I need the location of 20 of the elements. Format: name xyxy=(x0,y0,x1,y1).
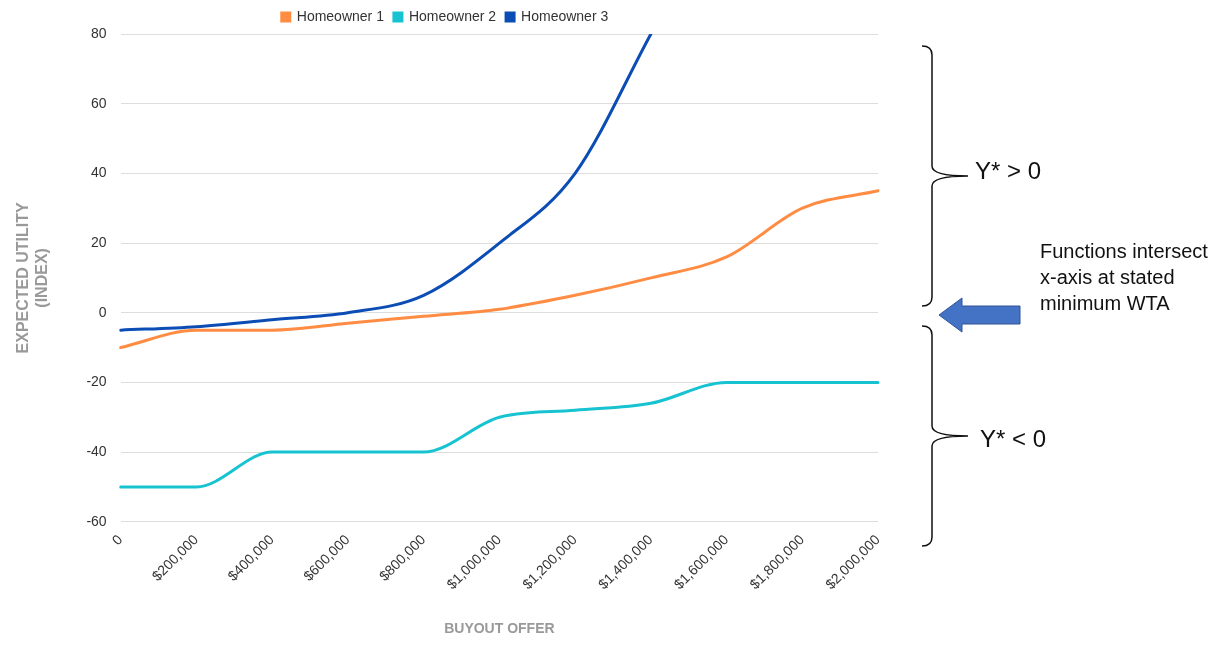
y-tick-label: 40 xyxy=(91,164,107,181)
legend-label: Homeowner 3 xyxy=(521,7,609,24)
text: Functions intersect x-axis at stated minimum WTA xyxy=(1040,239,1209,316)
y-axis-title: EXPECTED UTILITY (INDEX) xyxy=(14,202,51,354)
y-tick-label: -40 xyxy=(86,442,107,459)
x-axis-title: BUYOUT OFFER xyxy=(444,620,555,637)
y-tick-label: 0 xyxy=(98,303,107,320)
line-series xyxy=(119,189,880,350)
text: Y* < 0 xyxy=(980,424,1047,454)
line-series xyxy=(119,380,880,489)
legend-label: Homeowner 1 xyxy=(296,7,385,24)
legend-label: Homeowner 2 xyxy=(408,7,497,24)
line-series xyxy=(119,34,653,332)
x-tick-label: 0 xyxy=(108,531,126,549)
text: Y* > 0 xyxy=(975,156,1042,186)
y-tick-label: 20 xyxy=(91,233,107,250)
y-tick-label: -60 xyxy=(86,512,107,529)
y-tick-label: 60 xyxy=(91,94,107,111)
y-tick-label: -20 xyxy=(86,373,107,390)
y-tick-label: 80 xyxy=(91,24,107,41)
